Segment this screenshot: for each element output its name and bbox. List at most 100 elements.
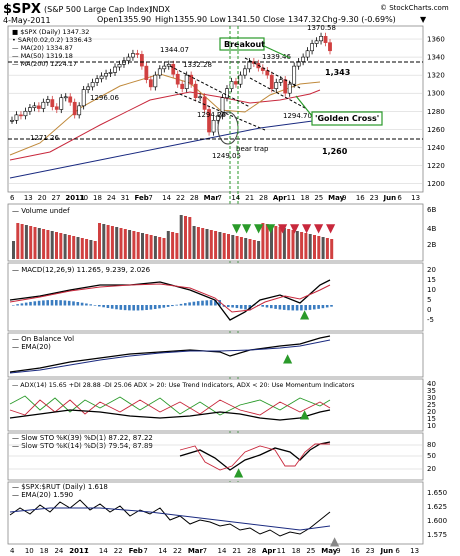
svg-text:1341.50: 1341.50 xyxy=(227,15,260,24)
macd-tick-label: -5 xyxy=(427,316,434,324)
x-tick-label: 13 xyxy=(24,194,33,202)
candle-body xyxy=(314,40,319,44)
volume-bar xyxy=(257,241,261,259)
volume-bar xyxy=(171,232,175,259)
macd-hist-bar xyxy=(192,301,196,306)
macd-hist-bar xyxy=(209,300,213,306)
volume-bars xyxy=(12,215,334,259)
ratio-axis: 1.650 1.625 1.600 1.575 xyxy=(427,489,447,539)
macd-hist-bar xyxy=(175,304,178,306)
volume-bar xyxy=(93,241,97,259)
macd-hist-bar xyxy=(63,300,67,306)
macd-hist-bar xyxy=(308,305,312,310)
volume-bar xyxy=(67,235,71,259)
obv-ema-label: — EMA(20) xyxy=(12,343,51,351)
channel-lower-line xyxy=(174,91,266,131)
macd-hist-bar xyxy=(106,305,110,309)
macd-hist-bar xyxy=(179,303,183,306)
macd-hist-bar xyxy=(313,305,316,310)
x-tick-label-bottom: 24 xyxy=(54,547,63,555)
sto-label: — Slow STO %K(39) %D(1) 87.22, 87.22 xyxy=(12,434,153,442)
macd-hist-bar xyxy=(158,305,161,309)
candle-body xyxy=(59,97,64,110)
candle-body xyxy=(153,74,158,88)
volume-bar xyxy=(33,227,37,259)
candle-body xyxy=(184,74,189,89)
x-tick-label-bottom: 16 xyxy=(351,547,360,555)
macd-hist-bar xyxy=(227,305,230,308)
macd-hist-bar xyxy=(42,300,45,306)
macd-hist-bar xyxy=(24,302,28,306)
macd-hist-bar xyxy=(282,305,286,310)
price-annotation: 1296.06 xyxy=(90,94,119,102)
svg-text:Low: Low xyxy=(210,15,226,24)
macd-hist-bar xyxy=(115,305,118,310)
volume-bar xyxy=(85,239,89,259)
macd-hist-bar xyxy=(162,305,166,308)
volume-bar xyxy=(63,234,67,259)
x-tick-label: 11 xyxy=(287,194,296,202)
x-tick-label-bottom: 18 xyxy=(292,547,301,555)
volume-bar xyxy=(282,228,286,259)
ratio-tick-label: 1.625 xyxy=(427,503,447,511)
volume-tick-label: 6B xyxy=(427,206,436,214)
x-tick-label: 23 xyxy=(370,194,379,202)
price-annotation: 1370.58 xyxy=(307,24,336,32)
candle-body xyxy=(328,42,332,52)
macd-tick-label: 0 xyxy=(427,306,431,314)
chart-watermark: © StockCharts.com xyxy=(380,4,449,12)
candle-body xyxy=(14,114,19,121)
adx-tick-label: 20 xyxy=(427,408,436,416)
macd-hist-bar xyxy=(214,300,217,306)
macd-hist-bar xyxy=(102,305,105,308)
volume-bar xyxy=(287,229,291,259)
candle-body xyxy=(108,72,113,74)
candle-body xyxy=(23,110,28,117)
macd-tick-label: 10 xyxy=(427,286,436,294)
candle-body xyxy=(50,99,55,108)
volume-bar xyxy=(12,241,15,259)
volume-bar xyxy=(50,231,54,259)
volume-bar xyxy=(46,230,50,259)
x-tick-label: 9 xyxy=(342,194,346,202)
svg-text:Close: Close xyxy=(263,15,285,24)
macd-hist-bar xyxy=(278,305,282,310)
x-tick-label-bottom: 14 xyxy=(158,547,167,555)
macd-hist-bar xyxy=(287,305,290,311)
volume-bar xyxy=(175,233,179,259)
volume-bar xyxy=(141,233,144,259)
svg-text:Chg: Chg xyxy=(322,15,338,24)
x-tick-label: Jun xyxy=(383,194,397,202)
volume-bar xyxy=(106,225,110,259)
volume-bar xyxy=(145,234,149,259)
candle-body xyxy=(220,97,225,117)
macd-tick-label: 15 xyxy=(427,276,436,284)
x-tick-label-bottom: 10 xyxy=(25,547,34,555)
volume-bar xyxy=(132,231,136,259)
ratio-label: — $SPX:$RUT (Daily) 1.618 xyxy=(12,483,108,491)
obv-ema-line xyxy=(9,339,331,374)
ratio-up-arrow-icon: ▲ xyxy=(330,534,340,548)
candle-body xyxy=(234,81,238,85)
macd-line xyxy=(9,279,331,321)
candle-body xyxy=(202,96,207,110)
macd-axis: 20 15 10 5 0 -5 xyxy=(427,266,436,324)
candle-body xyxy=(68,96,73,103)
volume-bar xyxy=(188,217,192,259)
x-tick-label-bottom: 21 xyxy=(232,547,241,555)
candle-body xyxy=(274,82,279,89)
candle-body xyxy=(301,56,306,62)
candle-body xyxy=(32,105,37,108)
price-tick-label: 1320 xyxy=(427,72,445,80)
volume-bar xyxy=(308,234,312,259)
obv-panel xyxy=(7,332,424,378)
volume-bar xyxy=(89,240,93,259)
x-tick-label: 31 xyxy=(121,194,130,202)
macd-hist-bar xyxy=(46,300,49,306)
candle-body xyxy=(207,109,211,133)
adx-tick-label: 15 xyxy=(427,415,436,423)
macd-hist-bar xyxy=(132,305,135,311)
volume-bar xyxy=(162,238,166,259)
volume-bar xyxy=(205,229,209,259)
macd-hist-bar xyxy=(205,300,209,306)
